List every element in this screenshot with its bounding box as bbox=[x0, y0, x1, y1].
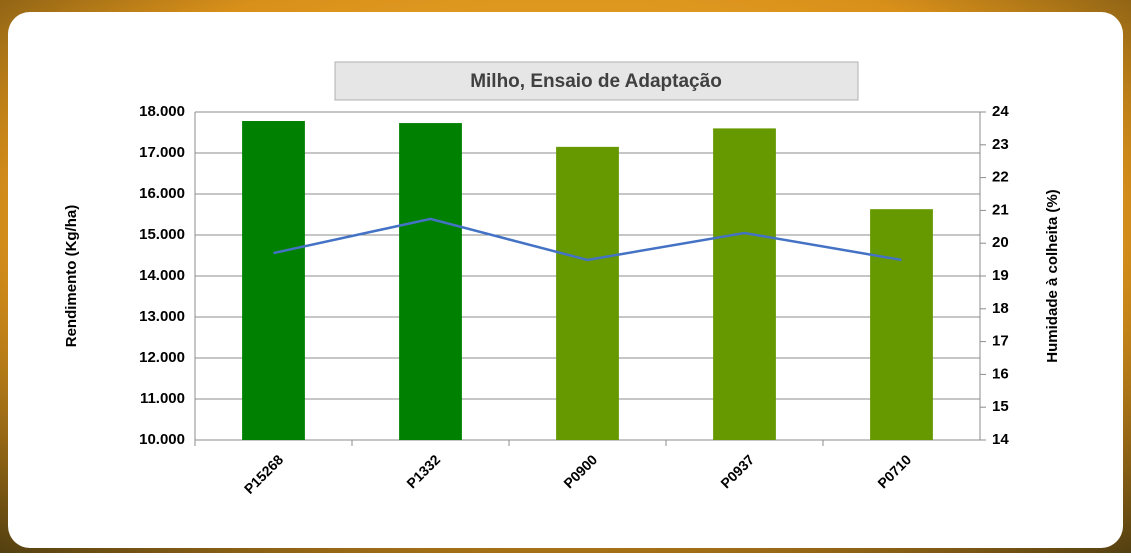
chart-title: Milho, Ensaio de Adaptação bbox=[470, 71, 722, 92]
y2-tick-label: 19 bbox=[992, 267, 1009, 284]
y-tick-label: 11.000 bbox=[140, 390, 185, 407]
y2-tick-label: 18 bbox=[992, 300, 1009, 317]
y2-tick-label: 24 bbox=[992, 103, 1009, 120]
y2-tick-label: 23 bbox=[992, 136, 1009, 153]
y-tick-label: 18.000 bbox=[139, 103, 185, 120]
line bbox=[273, 217, 902, 262]
y-axis-title: Rendimento (Kg/ha) bbox=[63, 205, 80, 348]
y2-tick-label: 15 bbox=[992, 398, 1009, 415]
bar bbox=[556, 146, 619, 440]
y-tick-label: 17.000 bbox=[139, 144, 185, 161]
bar bbox=[399, 123, 462, 440]
bar bbox=[713, 128, 776, 440]
y-tick-label: 16.000 bbox=[139, 185, 185, 202]
y-tick-label: 13.000 bbox=[139, 308, 185, 325]
y-tick-label: 10.000 bbox=[139, 431, 185, 448]
y-tick-label: 15.000 bbox=[139, 226, 185, 243]
y2-tick-label: 17 bbox=[992, 333, 1009, 350]
bar bbox=[242, 121, 305, 441]
y2-tick-label: 16 bbox=[992, 365, 1009, 382]
y2-tick-label: 21 bbox=[992, 201, 1009, 218]
y-tick-label: 12.000 bbox=[139, 349, 185, 366]
y2-tick-label: 20 bbox=[992, 234, 1009, 251]
y2-axis-title: Humidade à colheita (%) bbox=[1044, 189, 1061, 362]
bar bbox=[870, 209, 933, 440]
title-box bbox=[334, 61, 859, 101]
y-tick-label: 14.000 bbox=[139, 267, 185, 284]
y2-tick-label: 22 bbox=[992, 169, 1009, 186]
y2-tick-label: 14 bbox=[992, 431, 1009, 448]
